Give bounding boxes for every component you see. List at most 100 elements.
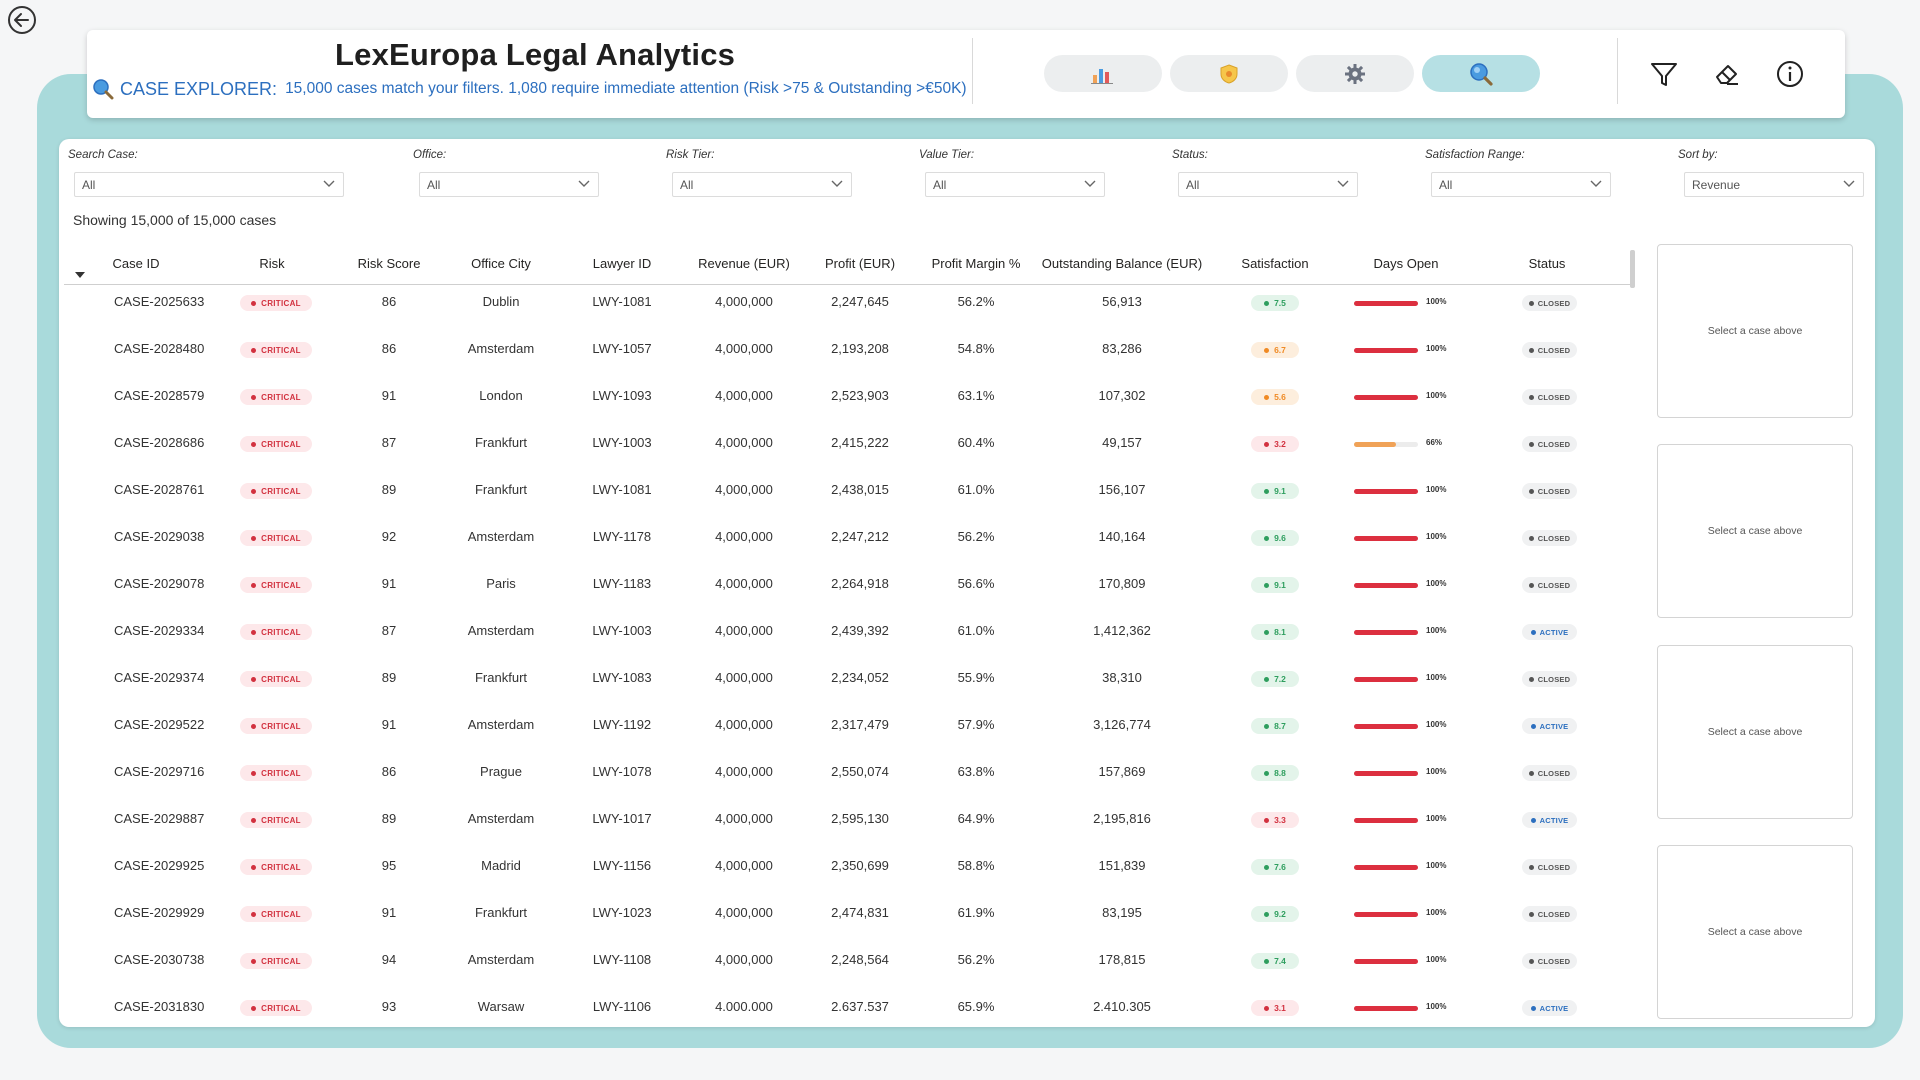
sort-descending-icon[interactable]	[75, 272, 85, 278]
case-id-cell: CASE-2029716	[114, 764, 205, 779]
profit-margin-cell: 55.9%	[957, 670, 995, 685]
table-row[interactable]: CASE-2028579 91 London LWY-1093 4,000,000 2,5…	[64, 379, 1634, 426]
risk-score-cell: 89	[381, 482, 397, 497]
value-tier-dropdown[interactable]: All	[925, 172, 1105, 197]
chevron-down-icon	[1337, 180, 1349, 187]
days-open-bar-fill	[1354, 724, 1418, 729]
nav-button-risk[interactable]	[1170, 55, 1288, 92]
sort-by-dropdown[interactable]: Revenue	[1684, 172, 1864, 197]
office-dropdown[interactable]: All	[419, 172, 599, 197]
days-open-bar-fill	[1354, 395, 1418, 400]
status-dot-icon	[1528, 300, 1534, 306]
status-label: CLOSED	[1537, 486, 1571, 496]
column-header[interactable]: Revenue (EUR)	[698, 256, 790, 271]
table-row[interactable]: CASE-2029374 89 Frankfurt LWY-1083 4,000,000…	[64, 661, 1634, 708]
risk-label: CRITICAL	[261, 345, 301, 355]
table-row[interactable]: CASE-2029522 91 Amsterdam LWY-1192 4,000,000…	[64, 708, 1634, 755]
column-header[interactable]: Office City	[471, 256, 531, 271]
satisfaction-badge: 9.2	[1251, 906, 1299, 922]
profit-margin-cell: 56.2%	[957, 294, 995, 309]
nav-button-case-explorer[interactable]	[1422, 55, 1540, 92]
lawyer-id-cell: LWY-1081	[592, 294, 652, 309]
risk-score-cell: 91	[381, 576, 397, 591]
case-detail-panel: Select a case above	[1657, 645, 1853, 819]
nav-button-settings[interactable]	[1296, 55, 1414, 92]
status-badge: CLOSED	[1522, 577, 1577, 593]
risk-dot-icon	[251, 394, 257, 400]
nav-button-overview[interactable]	[1044, 55, 1162, 92]
status-label: CLOSED	[1537, 345, 1571, 355]
status-badge: CLOSED	[1522, 859, 1577, 875]
table-row[interactable]: CASE-2029334 87 Amsterdam LWY-1003 4,000,000…	[64, 614, 1634, 661]
column-header[interactable]: Risk Score	[357, 256, 421, 271]
status-label: ACTIVE	[1539, 721, 1569, 731]
table-row[interactable]: CASE-2028686 87 Frankfurt LWY-1003 4,000,000…	[64, 426, 1634, 473]
days-open-bar-fill	[1354, 865, 1418, 870]
column-header[interactable]: Profit Margin %	[931, 256, 1021, 271]
risk-dot-icon	[251, 347, 257, 353]
filter-icon[interactable]	[1648, 58, 1680, 90]
table-row[interactable]: CASE-2029038 92 Amsterdam LWY-1178 4,000,000…	[64, 520, 1634, 567]
office-city-cell: Amsterdam	[467, 341, 535, 356]
case-id-cell: CASE-2028761	[114, 482, 205, 497]
office-city-cell: Paris	[486, 576, 516, 591]
table-row[interactable]: CASE-2028480 86 Amsterdam LWY-1057 4,000,000…	[64, 332, 1634, 379]
satisfaction-range-dropdown[interactable]: All	[1431, 172, 1611, 197]
eraser-icon[interactable]	[1711, 58, 1743, 90]
status-label: CLOSED	[1537, 862, 1571, 872]
days-open-bar	[1354, 348, 1418, 353]
table-row[interactable]: CASE-2029929 91 Frankfurt LWY-1023 4,000,000…	[64, 896, 1634, 943]
filter-label: Value Tier:	[919, 149, 975, 161]
subtitle-text: 15,000 cases match your filters. 1,080 r…	[285, 80, 967, 97]
info-icon[interactable]	[1774, 58, 1806, 90]
risk-score-cell: 86	[381, 341, 397, 356]
table-row[interactable]: CASE-2029887 89 Amsterdam LWY-1017 4,000,000…	[64, 802, 1634, 849]
table-row[interactable]: CASE-2029716 86 Prague LWY-1078 4,000,000 2,5…	[64, 755, 1634, 802]
header-card	[87, 30, 1845, 118]
status-badge: ACTIVE	[1522, 812, 1577, 828]
satisfaction-badge: 3.3	[1251, 812, 1299, 828]
table-row[interactable]: CASE-2029078 91 Paris LWY-1183 4,000,000 2,26…	[64, 567, 1634, 614]
office-city-cell: Prague	[480, 764, 522, 779]
column-header[interactable]: Profit (EUR)	[824, 256, 896, 271]
table-header: Case ID Risk Risk Score Office City Lawy…	[64, 248, 1634, 285]
column-header[interactable]: Risk	[259, 256, 285, 271]
profit-margin-cell: 56.2%	[957, 952, 995, 967]
dropdown-value: All	[680, 178, 694, 192]
table-row[interactable]: CASE-2025633 86 Dublin LWY-1081 4,000,000 2,2…	[64, 285, 1634, 332]
column-header[interactable]: Lawyer ID	[592, 256, 652, 271]
risk-badge: CRITICAL	[240, 624, 312, 640]
status-dot-icon	[1528, 347, 1534, 353]
column-header[interactable]: Outstanding Balance (EUR)	[1041, 256, 1203, 271]
column-header[interactable]: Days Open	[1373, 256, 1439, 271]
column-header[interactable]: Case ID	[112, 256, 160, 271]
profit-margin-cell: 63.8%	[957, 764, 995, 779]
days-open-percent: 100%	[1426, 720, 1447, 729]
risk-badge: CRITICAL	[240, 577, 312, 593]
outstanding-balance-cell: 83,286	[1102, 341, 1142, 356]
table-row[interactable]: CASE-2029925 95 Madrid LWY-1156 4,000,000 2,3…	[64, 849, 1634, 896]
profit-margin-cell: 65.9%	[957, 999, 995, 1014]
table-row[interactable]: CASE-2030738 94 Amsterdam LWY-1108 4,000,000…	[64, 943, 1634, 990]
filter-risk-tier: Risk Tier: All	[666, 147, 852, 197]
status-label: ACTIVE	[1539, 1003, 1569, 1013]
satisfaction-dot-icon	[1264, 582, 1270, 588]
column-header[interactable]: Status	[1528, 256, 1566, 271]
table-row[interactable]: CASE-2028761 89 Frankfurt LWY-1081 4,000,000…	[64, 473, 1634, 520]
profit-margin-cell: 56.6%	[957, 576, 995, 591]
status-badge: CLOSED	[1522, 295, 1577, 311]
status-dot-icon	[1528, 864, 1534, 870]
search-case-dropdown[interactable]: All	[74, 172, 344, 197]
table-row[interactable]: CASE-2031830 93 Warsaw LWY-1106 4.000.000 2.6…	[64, 990, 1634, 1037]
satisfaction-value: 7.2	[1274, 674, 1286, 684]
column-header[interactable]: Satisfaction	[1241, 256, 1309, 271]
back-arrow-icon[interactable]	[6, 4, 38, 36]
outstanding-balance-cell: 157,869	[1098, 764, 1146, 779]
status-dropdown[interactable]: All	[1178, 172, 1358, 197]
risk-tier-dropdown[interactable]: All	[672, 172, 852, 197]
search-icon	[1470, 62, 1493, 86]
table-scrollbar[interactable]	[1630, 250, 1635, 288]
office-city-cell: Frankfurt	[474, 905, 528, 920]
office-city-cell: Frankfurt	[474, 435, 528, 450]
case-id-cell: CASE-2029887	[114, 811, 205, 826]
